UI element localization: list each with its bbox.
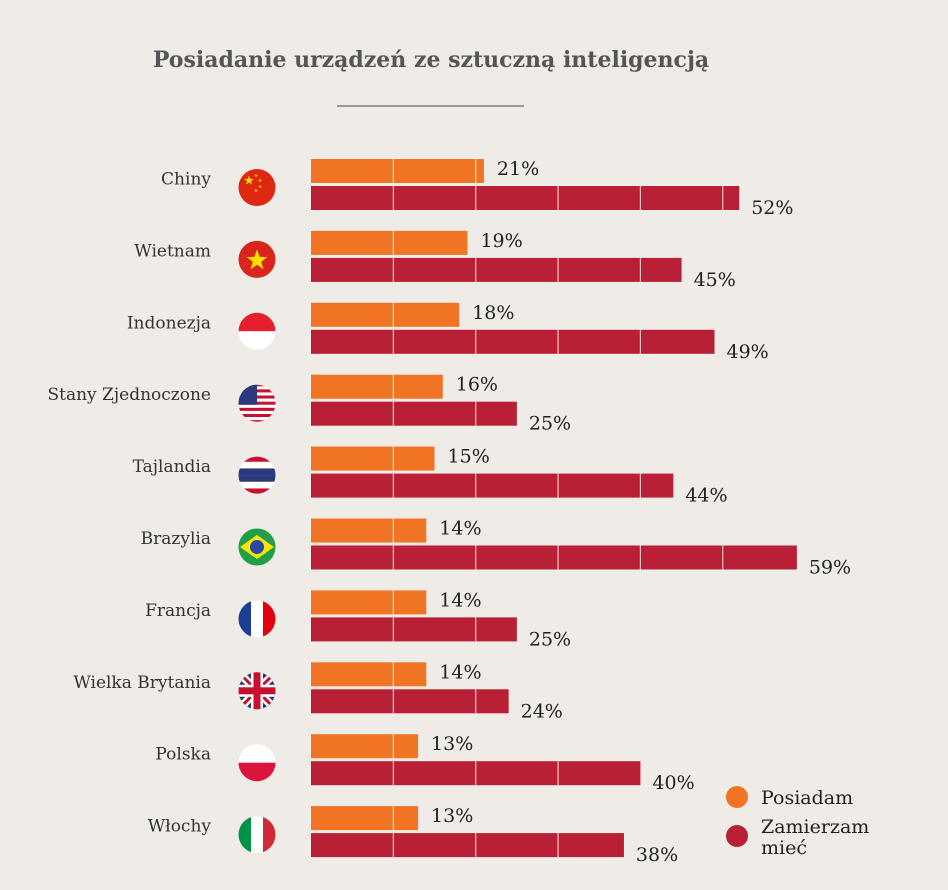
country-label: Chiny [161, 170, 211, 190]
vietnam-flag-icon [238, 240, 276, 278]
france-flag-icon [238, 600, 276, 638]
bar-zamierzam [311, 833, 624, 858]
data-label: 14% [439, 661, 481, 683]
bar-posiadam [311, 374, 443, 399]
title-divider [337, 105, 524, 107]
country-label: Brazylia [141, 529, 211, 549]
data-label: 45% [694, 269, 736, 291]
legend-label: Zamierzam [761, 816, 869, 838]
bar-zamierzam [311, 689, 509, 714]
country-label: Wietnam [134, 241, 211, 261]
data-label: 25% [529, 413, 571, 435]
italy-flag-icon [238, 816, 276, 854]
country-label: Indonezja [127, 313, 211, 333]
data-label: 16% [456, 374, 498, 396]
data-label: 19% [480, 230, 522, 252]
data-label: 25% [529, 628, 571, 650]
data-label: 14% [439, 518, 481, 540]
bar-posiadam [311, 590, 427, 615]
country-label: Polska [155, 745, 211, 765]
bar-posiadam [311, 734, 419, 759]
bar-zamierzam [311, 329, 715, 354]
country-label: Wielka Brytania [73, 673, 211, 693]
bar-posiadam [311, 446, 435, 471]
bar-zamierzam [311, 186, 740, 210]
data-label: 49% [727, 341, 769, 363]
data-label: 59% [809, 557, 851, 579]
usa-flag-icon [238, 384, 276, 422]
data-label: 18% [472, 302, 514, 324]
data-label: 14% [439, 589, 481, 611]
data-label: 24% [521, 700, 563, 722]
bar-posiadam [311, 302, 460, 327]
bar-posiadam [311, 518, 427, 543]
data-label: 40% [652, 772, 694, 794]
chart-title: Posiadanie urządzeń ze sztuczną intelige… [152, 47, 710, 73]
bar-posiadam [311, 662, 427, 687]
data-label: 38% [636, 844, 678, 866]
legend-label: Posiadam [761, 787, 853, 809]
country-label: Włochy [148, 817, 212, 837]
data-label: 13% [431, 733, 473, 755]
poland-flag-icon [238, 744, 276, 782]
bar-zamierzam [311, 617, 517, 642]
legend-label: mieć [761, 837, 807, 859]
uk-flag-icon [238, 672, 276, 710]
data-label: 15% [448, 446, 490, 468]
thailand-flag-icon [238, 456, 276, 494]
legend-swatch [726, 786, 748, 808]
country-label: Francja [145, 601, 211, 621]
data-label: 13% [431, 805, 473, 827]
bar-posiadam [311, 806, 419, 831]
legend-swatch [726, 825, 748, 847]
bar-posiadam [311, 230, 468, 255]
bar-zamierzam [311, 545, 797, 570]
china-flag-icon [238, 169, 276, 206]
indonesia-flag-icon [238, 312, 276, 350]
bar-zamierzam [311, 401, 517, 426]
data-label: 21% [497, 158, 539, 180]
country-label: Stany Zjednoczone [47, 385, 211, 405]
bar-posiadam [311, 159, 484, 183]
data-label: 52% [751, 197, 793, 219]
bar-zamierzam [311, 257, 682, 282]
data-label: 44% [685, 485, 727, 507]
brazil-flag-icon [238, 528, 276, 566]
bar-zamierzam [311, 473, 674, 498]
country-label: Tajlandia [133, 457, 211, 477]
